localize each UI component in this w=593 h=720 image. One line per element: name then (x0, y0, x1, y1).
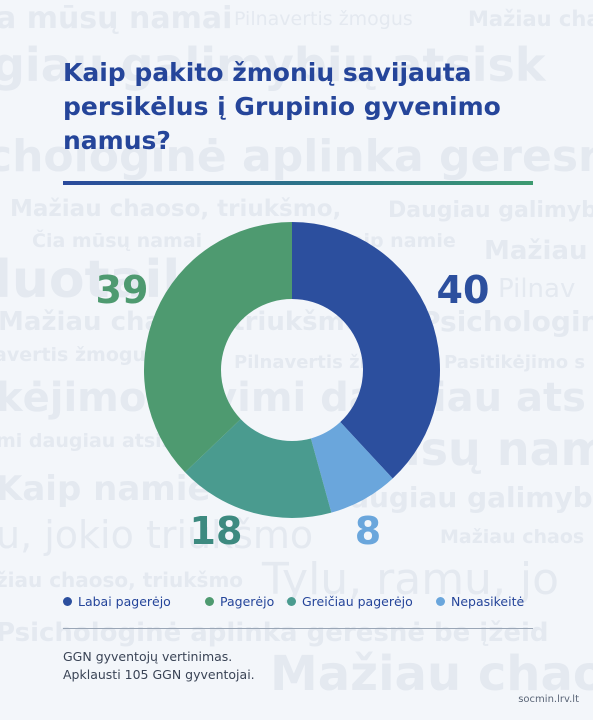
data-label-nepasikeite: 8 (355, 509, 381, 553)
footer-divider (63, 628, 533, 629)
legend-item-greiciau-pagerejo: Greičiau pagerėjo (287, 594, 413, 609)
legend-swatch (287, 597, 296, 606)
legend-label: Greičiau pagerėjo (302, 594, 413, 609)
legend-item-nepasikeite: Nepasikeitė (436, 594, 524, 609)
footnote-line-2: Apklausti 105 GGN gyventojai. (63, 667, 255, 682)
title-underline (63, 181, 533, 185)
chart-legend: Labai pagerėjo Pagerėjo Greičiau pagerėjo N… (63, 594, 563, 612)
chart-title: Kaip pakito žmonių savijauta persikėlus … (63, 58, 501, 155)
legend-item-labai-pagerejo: Labai pagerėjo (63, 594, 171, 609)
data-label-labai-pagerejo: 40 (437, 268, 490, 312)
legend-swatch (436, 597, 445, 606)
donut-slice-labai-pagerejo (292, 222, 440, 479)
donut-slice-pagerejo (144, 222, 292, 473)
legend-label: Nepasikeitė (451, 594, 525, 609)
legend-label: Pagerėjo (220, 594, 275, 609)
source-link[interactable]: socmin.lrv.lt (518, 694, 579, 705)
footnote: GGN gyventojų vertinimas. Apklausti 105 … (63, 648, 463, 684)
legend-swatch (205, 597, 214, 606)
donut-slice-nepasikeite (310, 422, 393, 513)
footnote-line-1: GGN gyventojų vertinimas. (63, 649, 233, 664)
donut-slice-greiciau-pagerejo (185, 419, 332, 518)
data-label-pagerejo: 39 (96, 268, 149, 312)
legend-swatch (63, 597, 72, 606)
legend-label: Labai pagerėjo (78, 594, 171, 609)
data-label-greiciau-pagerejo: 18 (190, 509, 243, 553)
legend-item-pagerejo: Pagerėjo (205, 594, 274, 609)
